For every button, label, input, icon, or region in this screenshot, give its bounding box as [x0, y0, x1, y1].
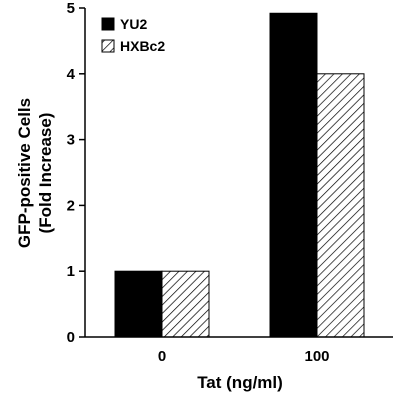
legend-swatch-yu2 [101, 17, 115, 31]
y-ticks-group: 0 1 2 3 4 5 [67, 0, 85, 346]
bar-yu2-100 [269, 12, 318, 338]
y-tick-label-2: 2 [67, 197, 75, 214]
bar-hxbc2-0 [161, 270, 210, 338]
x-ticks-group: 0 100 [158, 348, 330, 365]
y-tick-label-0: 0 [67, 329, 75, 346]
y-tick-label-5: 5 [67, 0, 75, 17]
legend-swatch-hxbc2 [101, 39, 115, 53]
x-tick-label-0: 0 [158, 348, 166, 365]
y-axis-title-line-1: GFP-positive Cells [15, 98, 34, 248]
y-tick-label-3: 3 [67, 132, 75, 149]
legend: YU2 HXBc2 [101, 16, 165, 54]
legend-label-yu2: YU2 [120, 16, 147, 32]
bar-yu2-0 [114, 270, 163, 338]
y-tick-label-4: 4 [67, 66, 76, 83]
bars-group [114, 12, 365, 338]
axes-group [84, 8, 393, 338]
bar-hxbc2-100 [316, 73, 365, 338]
y-axis-title-line-2: (Fold Increase) [36, 113, 55, 234]
y-tick-label-1: 1 [67, 263, 75, 280]
x-axis-title: Tat (ng/ml) [197, 373, 283, 392]
y-axis-title: GFP-positive Cells (Fold Increase) [15, 98, 55, 248]
x-tick-label-100: 100 [304, 348, 329, 365]
legend-label-hxbc2: HXBc2 [120, 38, 165, 54]
